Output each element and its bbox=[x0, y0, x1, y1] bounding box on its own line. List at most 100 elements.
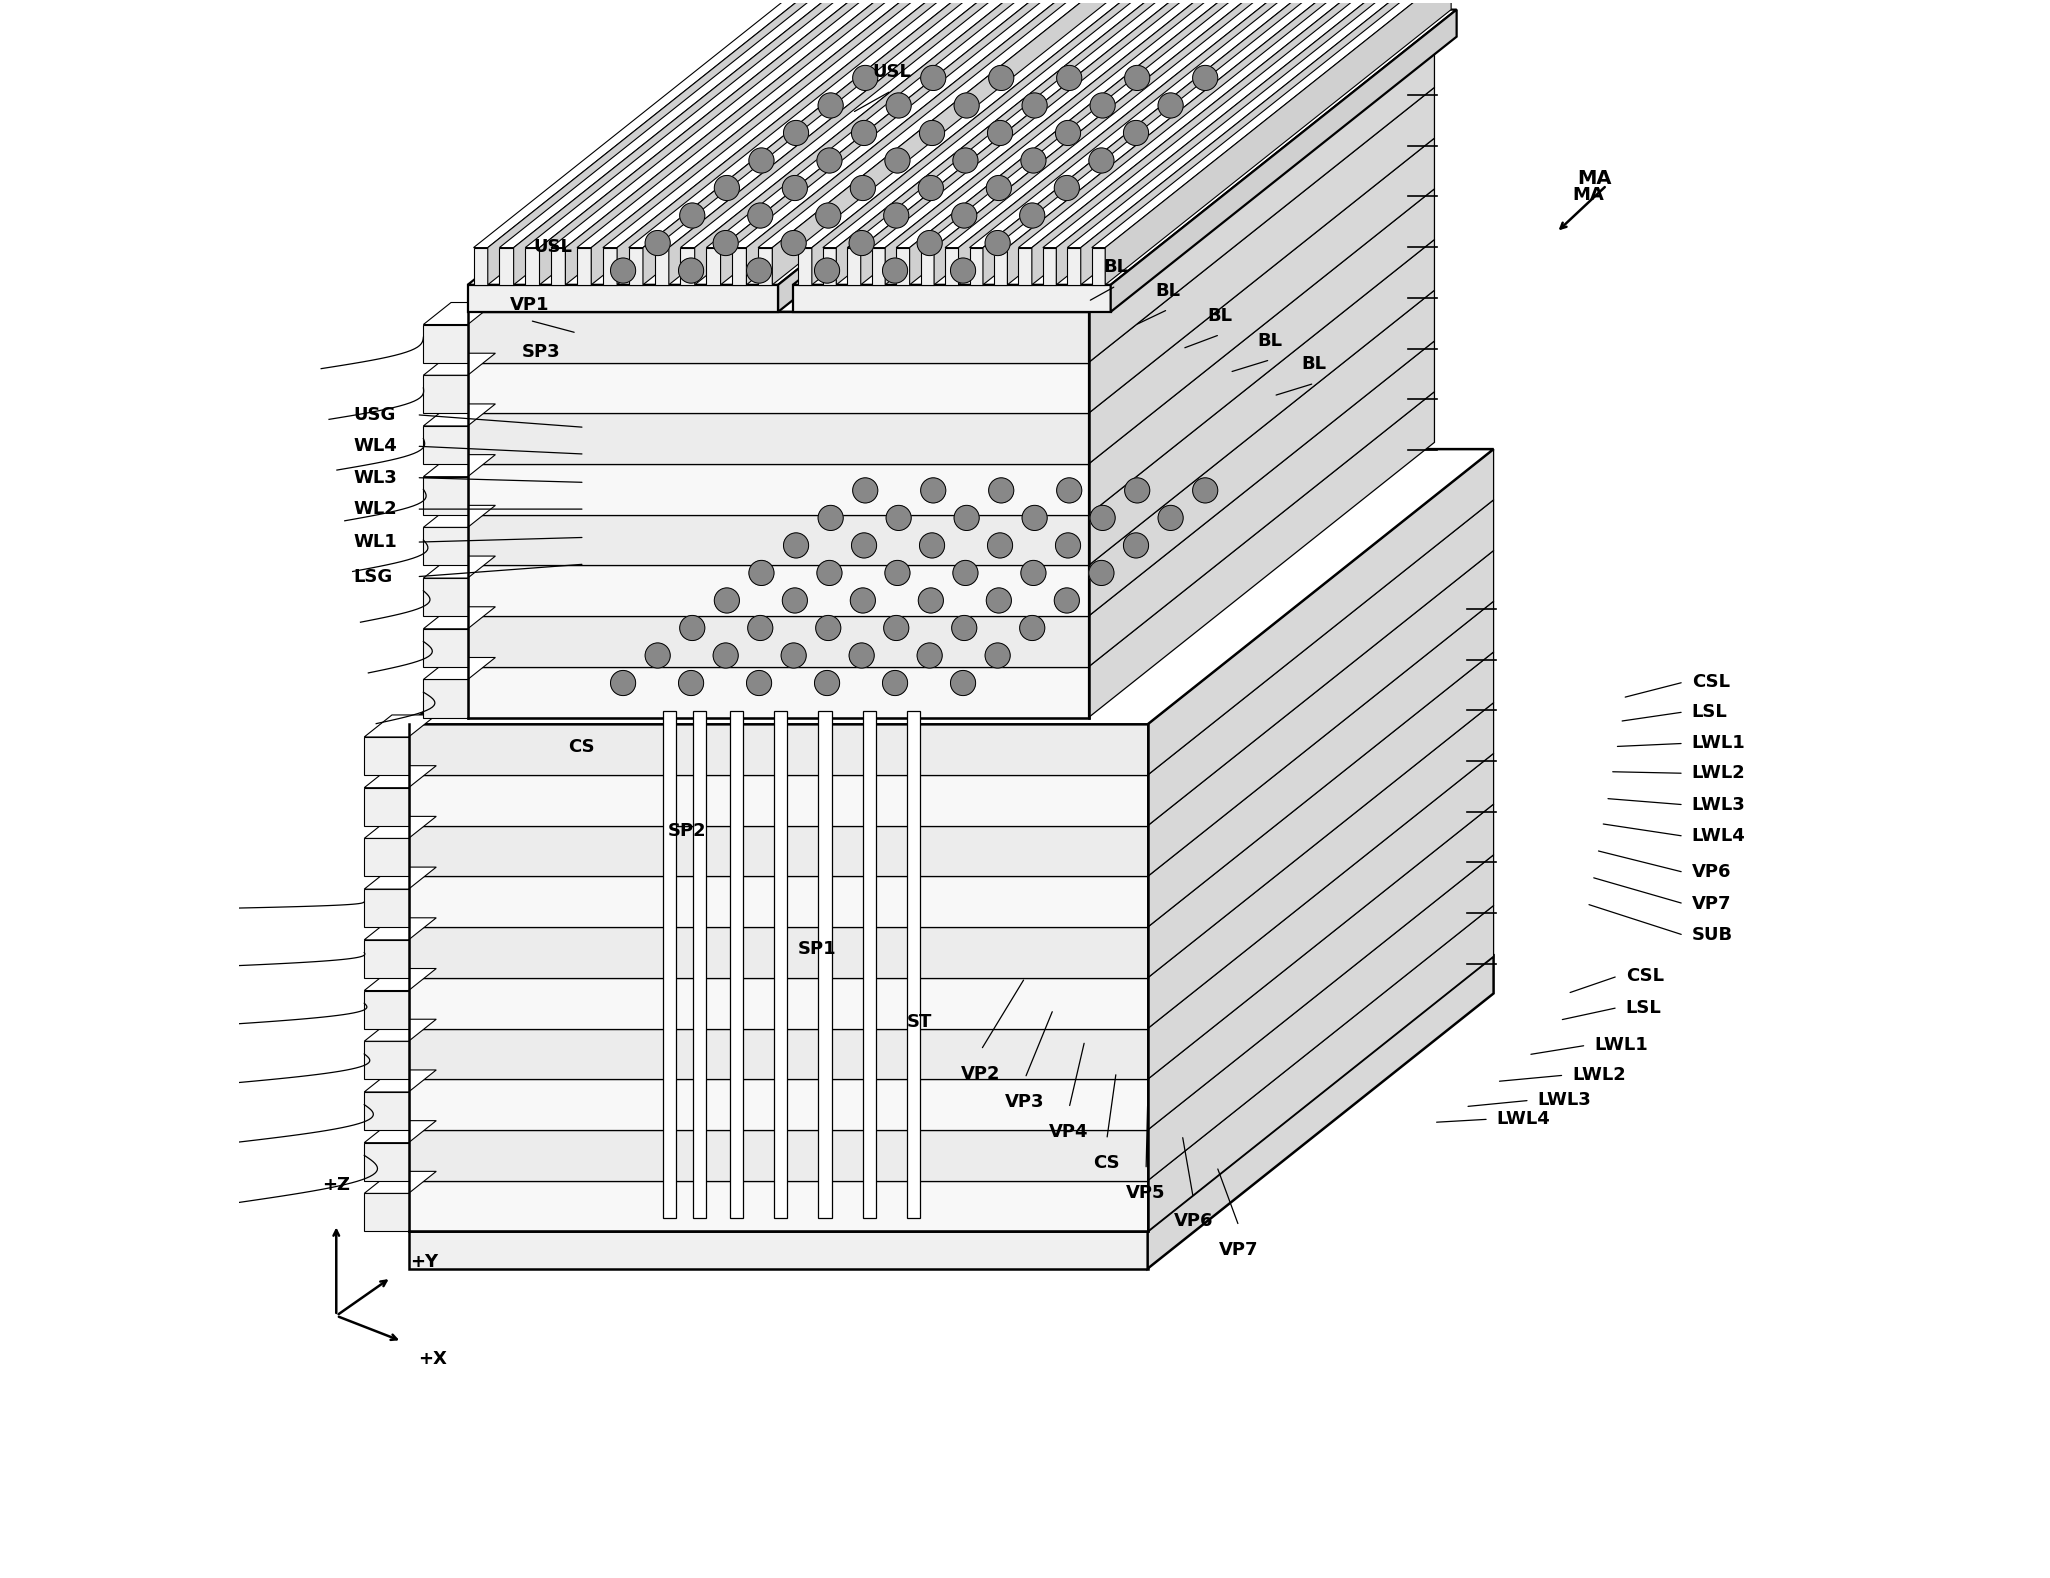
Polygon shape bbox=[474, 0, 834, 248]
Circle shape bbox=[920, 120, 945, 145]
Polygon shape bbox=[576, 248, 590, 284]
Polygon shape bbox=[365, 866, 437, 888]
Polygon shape bbox=[424, 527, 467, 565]
Polygon shape bbox=[1093, 248, 1105, 284]
Polygon shape bbox=[365, 888, 408, 928]
Circle shape bbox=[781, 642, 806, 667]
Text: VP3: VP3 bbox=[1004, 1094, 1046, 1111]
Polygon shape bbox=[408, 724, 1148, 775]
Polygon shape bbox=[467, 312, 1089, 363]
Text: LWL1: LWL1 bbox=[1595, 1037, 1648, 1054]
Circle shape bbox=[1056, 120, 1080, 145]
Polygon shape bbox=[994, 0, 1353, 248]
Text: SUB: SUB bbox=[1691, 926, 1732, 944]
Circle shape bbox=[681, 204, 705, 229]
Circle shape bbox=[1123, 120, 1148, 145]
Circle shape bbox=[783, 120, 808, 145]
Polygon shape bbox=[1111, 9, 1458, 312]
Polygon shape bbox=[365, 838, 408, 876]
Polygon shape bbox=[732, 248, 746, 284]
Circle shape bbox=[1091, 93, 1115, 118]
Circle shape bbox=[951, 615, 976, 641]
Text: LWL3: LWL3 bbox=[1691, 795, 1745, 814]
Polygon shape bbox=[365, 969, 437, 991]
Polygon shape bbox=[730, 710, 742, 1218]
Text: LWL2: LWL2 bbox=[1572, 1067, 1626, 1084]
Circle shape bbox=[953, 148, 978, 174]
Text: LWL3: LWL3 bbox=[1538, 1092, 1591, 1109]
Polygon shape bbox=[365, 918, 437, 940]
Polygon shape bbox=[576, 0, 937, 248]
Circle shape bbox=[746, 671, 771, 696]
Polygon shape bbox=[818, 710, 832, 1218]
Circle shape bbox=[713, 175, 740, 200]
Circle shape bbox=[849, 642, 873, 667]
Polygon shape bbox=[525, 248, 539, 284]
Circle shape bbox=[1125, 65, 1150, 90]
Polygon shape bbox=[408, 1029, 1148, 1079]
Text: VP7: VP7 bbox=[1691, 895, 1730, 912]
Circle shape bbox=[986, 175, 1011, 200]
Circle shape bbox=[814, 671, 840, 696]
Polygon shape bbox=[1148, 805, 1494, 1130]
Polygon shape bbox=[1148, 450, 1494, 775]
Text: USG: USG bbox=[353, 406, 396, 424]
Polygon shape bbox=[779, 9, 1123, 312]
Polygon shape bbox=[408, 1079, 1148, 1130]
Text: WL2: WL2 bbox=[353, 500, 398, 518]
Text: LWL2: LWL2 bbox=[1691, 764, 1745, 783]
Polygon shape bbox=[775, 710, 787, 1218]
Circle shape bbox=[988, 533, 1013, 559]
Polygon shape bbox=[365, 816, 437, 838]
Circle shape bbox=[746, 257, 771, 282]
Text: WL1: WL1 bbox=[353, 533, 398, 551]
Polygon shape bbox=[365, 765, 437, 787]
Circle shape bbox=[1056, 533, 1080, 559]
Circle shape bbox=[713, 589, 740, 612]
Polygon shape bbox=[994, 248, 1007, 284]
Polygon shape bbox=[467, 565, 1089, 615]
Circle shape bbox=[988, 65, 1015, 90]
Polygon shape bbox=[525, 0, 886, 248]
Polygon shape bbox=[959, 0, 1304, 284]
Polygon shape bbox=[424, 680, 467, 718]
Polygon shape bbox=[822, 0, 1183, 248]
Circle shape bbox=[748, 204, 773, 229]
Polygon shape bbox=[365, 1070, 437, 1092]
Polygon shape bbox=[500, 248, 515, 284]
Polygon shape bbox=[920, 248, 935, 284]
Polygon shape bbox=[467, 413, 1089, 464]
Polygon shape bbox=[1043, 0, 1402, 248]
Circle shape bbox=[851, 175, 875, 200]
Text: VP7: VP7 bbox=[1220, 1240, 1259, 1259]
Text: BL: BL bbox=[1207, 306, 1232, 325]
Text: MA: MA bbox=[1572, 186, 1603, 204]
Circle shape bbox=[882, 257, 908, 282]
Circle shape bbox=[816, 204, 840, 229]
Polygon shape bbox=[408, 876, 1148, 928]
Circle shape bbox=[920, 478, 945, 503]
Polygon shape bbox=[424, 555, 496, 578]
Polygon shape bbox=[365, 1019, 437, 1041]
Polygon shape bbox=[836, 0, 1183, 284]
Polygon shape bbox=[1019, 0, 1378, 248]
Polygon shape bbox=[797, 248, 812, 284]
Text: MA: MA bbox=[1576, 169, 1611, 188]
Polygon shape bbox=[863, 710, 875, 1218]
Polygon shape bbox=[896, 0, 1255, 248]
Polygon shape bbox=[871, 0, 1232, 248]
Polygon shape bbox=[681, 0, 1041, 248]
Circle shape bbox=[953, 560, 978, 585]
Polygon shape bbox=[1148, 652, 1494, 978]
Circle shape bbox=[611, 671, 636, 696]
Polygon shape bbox=[424, 477, 467, 514]
Circle shape bbox=[1123, 533, 1148, 559]
Circle shape bbox=[1023, 505, 1048, 530]
Polygon shape bbox=[424, 426, 467, 464]
Circle shape bbox=[818, 505, 843, 530]
Circle shape bbox=[816, 560, 843, 585]
Text: SP3: SP3 bbox=[521, 342, 560, 361]
Circle shape bbox=[951, 671, 976, 696]
Circle shape bbox=[884, 204, 908, 229]
Circle shape bbox=[918, 175, 943, 200]
